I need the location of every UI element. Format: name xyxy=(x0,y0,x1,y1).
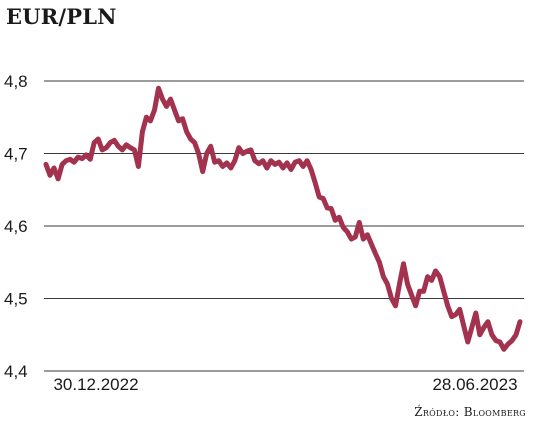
series-line xyxy=(43,85,523,352)
chart-title: EUR/PLN xyxy=(6,4,117,29)
y-tick-label: 4,6 xyxy=(4,217,28,236)
gridlines xyxy=(44,80,524,372)
x-tick-label-start: 30.12.2022 xyxy=(53,375,138,394)
y-tick-labels: 4,8 4,7 4,6 4,5 4,4 xyxy=(4,72,28,381)
source-note: Źródło: Bloomberg xyxy=(414,405,526,419)
y-tick-label: 4,8 xyxy=(4,72,28,91)
x-tick-label-end: 28.06.2023 xyxy=(432,375,517,394)
y-tick-label: 4,4 xyxy=(4,362,28,381)
y-tick-label: 4,7 xyxy=(4,145,28,164)
y-tick-label: 4,5 xyxy=(4,290,28,309)
